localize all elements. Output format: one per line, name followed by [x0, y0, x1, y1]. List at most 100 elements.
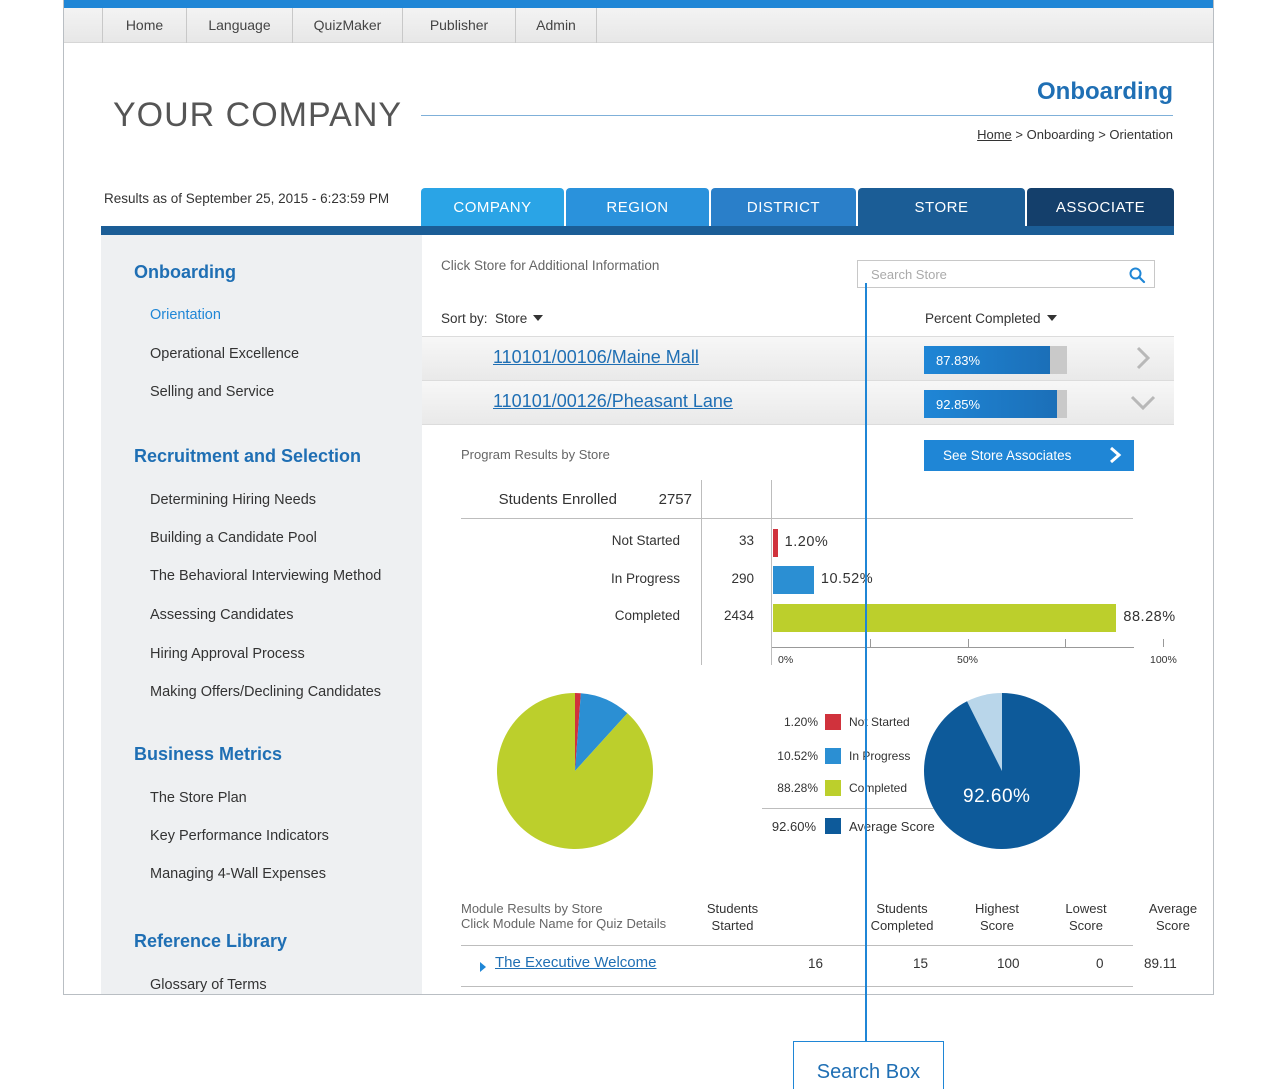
program-results-title: Program Results by Store: [461, 447, 610, 462]
in-progress-bar: [773, 566, 814, 594]
nav-publisher[interactable]: Publisher: [402, 8, 515, 43]
store-row[interactable]: 110101/00106/Maine Mall 87.83%: [422, 336, 1174, 380]
legend-label: Average Score: [849, 819, 935, 834]
sidebar-item-making-offers[interactable]: Making Offers/Declining Candidates: [150, 684, 382, 700]
tab-associate[interactable]: ASSOCIATE: [1027, 188, 1174, 226]
main-panel: Click Store for Additional Information S…: [422, 235, 1197, 994]
search-icon[interactable]: [1128, 266, 1146, 284]
average-score-value: 92.60%: [963, 786, 1031, 807]
sort-value[interactable]: Store: [495, 311, 528, 326]
header-text: Highest: [974, 901, 1020, 916]
status-pie-chart: [497, 693, 653, 849]
store-link[interactable]: 110101/00126/Pheasant Lane: [493, 391, 733, 411]
tab-band: [101, 226, 1174, 235]
module-link[interactable]: The Executive Welcome: [495, 954, 657, 971]
header-text: Score: [1069, 918, 1103, 933]
module-results-title: Module Results by Store Click Module Name…: [461, 901, 666, 931]
sidebar-item-behavioral-interviewing[interactable]: The Behavioral Interviewing Method: [150, 568, 382, 584]
sidebar-item-glossary[interactable]: Glossary of Terms: [150, 977, 267, 993]
percent-progress-bar: 87.83%: [924, 346, 1067, 374]
tab-company[interactable]: COMPANY: [421, 188, 564, 226]
tab-region[interactable]: REGION: [566, 188, 709, 226]
stat-count: 33: [738, 533, 754, 548]
score-slice: [924, 693, 1080, 849]
sidebar-item-orientation[interactable]: Orientation: [150, 307, 221, 323]
progress-fill: [924, 346, 1050, 374]
chevron-down-icon[interactable]: [533, 315, 544, 321]
percent-sort-control[interactable]: Percent Completed: [925, 311, 1057, 326]
legend-swatch: [825, 714, 841, 730]
not-started-bar: [773, 529, 778, 557]
stat-label: Completed: [614, 608, 680, 623]
score-remainder-slice: [967, 693, 1002, 771]
header-text: Students: [706, 901, 759, 916]
axis-tick: [968, 639, 969, 647]
see-store-associates-button[interactable]: See Store Associates: [924, 440, 1134, 471]
module-highest: 100: [997, 956, 1020, 971]
percent-progress-bar: 92.85%: [924, 390, 1067, 418]
annotation-pointer-line: [865, 283, 867, 1043]
store-link[interactable]: 110101/00106/Maine Mall: [493, 347, 699, 367]
header-text: Lowest: [1065, 901, 1107, 916]
header-text: Completed: [870, 918, 934, 933]
store-row[interactable]: 110101/00126/Pheasant Lane 92.85%: [422, 380, 1174, 424]
pie-slice-in-progress: [575, 693, 628, 771]
students-enrolled-label: Students Enrolled: [498, 491, 617, 508]
search-input[interactable]: [871, 261, 1121, 287]
sidebar-heading-business-metrics[interactable]: Business Metrics: [134, 744, 283, 764]
nav-home[interactable]: Home: [102, 8, 186, 43]
sidebar-item-4wall-expenses[interactable]: Managing 4-Wall Expenses: [150, 866, 326, 882]
legend-swatch: [825, 748, 841, 764]
progress-fill: [924, 390, 1057, 418]
tab-store[interactable]: STORE: [858, 188, 1025, 226]
breadcrumb-current: Orientation: [1109, 127, 1173, 142]
col-header-students-completed: Students Completed: [862, 900, 942, 934]
sidebar-item-kpi[interactable]: Key Performance Indicators: [150, 828, 329, 844]
sidebar-heading-onboarding[interactable]: Onboarding: [134, 262, 236, 282]
axis-label: 100%: [1150, 654, 1177, 666]
progress-text: 87.83%: [936, 353, 981, 368]
table-divider: [461, 986, 1133, 987]
row-divider: [422, 424, 1174, 425]
sidebar-item-candidate-pool[interactable]: Building a Candidate Pool: [150, 530, 317, 546]
header-text: Average: [1148, 901, 1198, 916]
results-timestamp: Results as of September 25, 2015 - 6:23:…: [104, 191, 390, 206]
nav-language[interactable]: Language: [186, 8, 292, 43]
legend-swatch: [825, 818, 841, 834]
percent-sort-label[interactable]: Percent Completed: [925, 311, 1041, 326]
header-text: Score: [1156, 918, 1190, 933]
chevron-right-icon[interactable]: [1130, 345, 1156, 371]
pie-slice-not-started: [575, 693, 581, 771]
chevron-down-icon[interactable]: [1046, 315, 1057, 321]
expand-triangle-icon[interactable]: [480, 962, 486, 972]
legend-percent: 92.60%: [771, 819, 816, 834]
button-label: See Store Associates: [943, 448, 1072, 463]
sort-control[interactable]: Sort by: Store: [441, 311, 544, 326]
sidebar-item-operational-excellence[interactable]: Operational Excellence: [150, 346, 300, 362]
legend-percent: 10.52%: [777, 749, 818, 763]
chevron-down-icon[interactable]: [1130, 389, 1156, 415]
sidebar-heading-recruitment[interactable]: Recruitment and Selection: [134, 446, 362, 466]
breadcrumb-separator: >: [1094, 127, 1110, 142]
sidebar: Onboarding Orientation Operational Excel…: [101, 235, 422, 994]
tab-district[interactable]: DISTRICT: [711, 188, 856, 226]
header-divider: [421, 115, 1173, 116]
header-text: Score: [980, 918, 1014, 933]
sidebar-item-store-plan[interactable]: The Store Plan: [150, 790, 247, 806]
sidebar-item-hiring-needs[interactable]: Determining Hiring Needs: [150, 492, 317, 508]
bar-percent-label: 10.52%: [820, 571, 874, 587]
legend-percent: 1.20%: [783, 715, 818, 729]
breadcrumb-section[interactable]: Onboarding: [1026, 127, 1095, 142]
sidebar-heading-reference-library[interactable]: Reference Library: [134, 931, 288, 951]
annotation-label: Search Box: [816, 1061, 921, 1083]
sidebar-item-selling-and-service[interactable]: Selling and Service: [150, 384, 275, 400]
breadcrumb-home-link[interactable]: Home: [977, 127, 1012, 142]
annotation-callout: Search Box: [793, 1041, 944, 1089]
average-score-chart: [924, 693, 1080, 849]
chevron-right-icon: [1110, 446, 1122, 464]
sidebar-item-assessing-candidates[interactable]: Assessing Candidates: [150, 607, 294, 623]
sidebar-item-hiring-approval[interactable]: Hiring Approval Process: [150, 646, 305, 662]
search-box: [857, 260, 1155, 288]
nav-quizmaker[interactable]: QuizMaker: [292, 8, 402, 43]
nav-admin[interactable]: Admin: [515, 8, 597, 43]
